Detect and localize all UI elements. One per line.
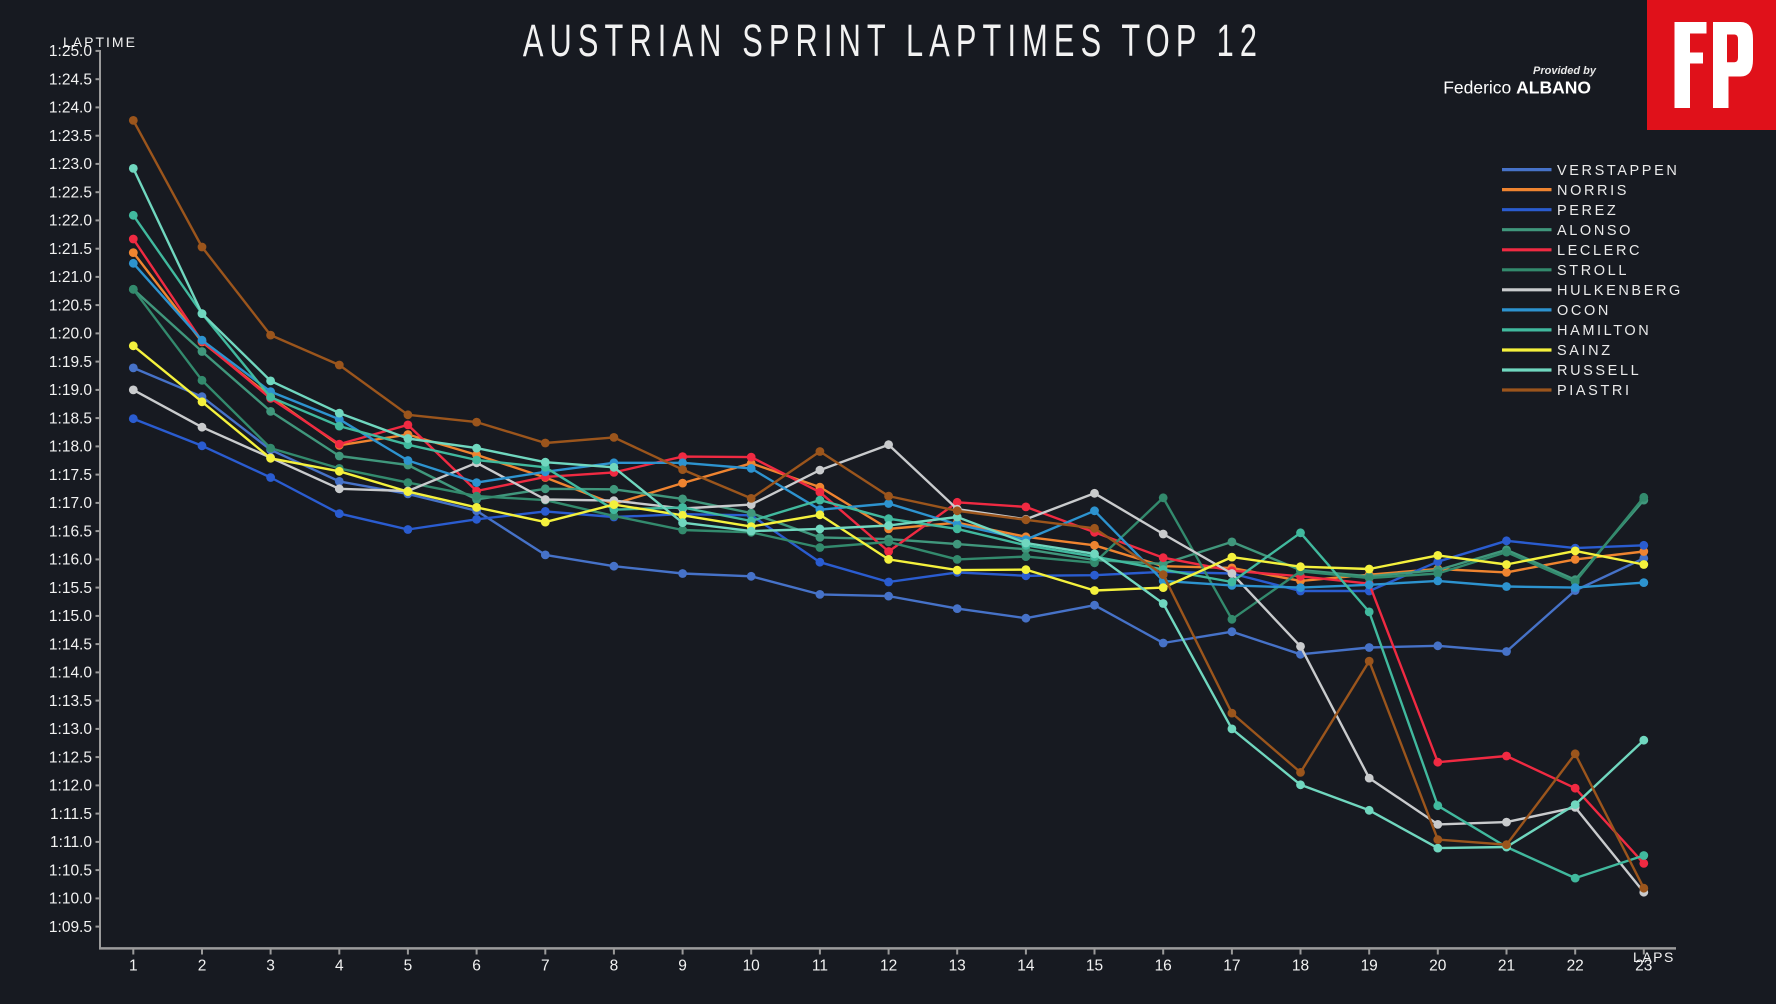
svg-text:23: 23 (1635, 958, 1652, 975)
svg-text:1:19.0: 1:19.0 (49, 382, 92, 399)
svg-text:1:17.0: 1:17.0 (49, 495, 92, 512)
svg-text:Provided by: Provided by (1533, 65, 1597, 77)
svg-text:1:14.5: 1:14.5 (49, 636, 92, 653)
svg-text:3: 3 (266, 958, 275, 975)
svg-text:1:18.0: 1:18.0 (49, 439, 92, 456)
svg-text:STROLL: STROLL (1557, 263, 1629, 279)
svg-text:1:17.5: 1:17.5 (49, 467, 92, 484)
svg-text:HAMILTON: HAMILTON (1557, 323, 1651, 339)
svg-text:PEREZ: PEREZ (1557, 203, 1618, 219)
svg-text:6: 6 (472, 958, 481, 975)
svg-text:11: 11 (812, 958, 828, 975)
svg-text:4: 4 (335, 958, 344, 975)
svg-text:VERSTAPPEN: VERSTAPPEN (1557, 163, 1679, 179)
svg-text:7: 7 (541, 958, 550, 975)
svg-text:SAINZ: SAINZ (1557, 343, 1613, 359)
svg-text:5: 5 (404, 958, 413, 975)
svg-text:1:18.5: 1:18.5 (49, 410, 92, 427)
svg-text:OCON: OCON (1557, 303, 1611, 319)
svg-text:16: 16 (1155, 958, 1172, 975)
svg-text:9: 9 (678, 958, 687, 975)
svg-text:2: 2 (198, 958, 207, 975)
svg-text:8: 8 (610, 958, 619, 975)
svg-text:1:23.5: 1:23.5 (49, 128, 92, 145)
svg-text:1:14.0: 1:14.0 (49, 665, 92, 682)
svg-text:18: 18 (1292, 958, 1309, 975)
svg-text:14: 14 (1017, 958, 1035, 975)
svg-text:1:09.5: 1:09.5 (49, 919, 92, 936)
svg-text:15: 15 (1086, 958, 1103, 975)
svg-text:1:22.0: 1:22.0 (49, 213, 92, 230)
svg-text:13: 13 (949, 958, 966, 975)
svg-text:21: 21 (1498, 958, 1515, 975)
svg-text:1:10.0: 1:10.0 (49, 891, 92, 908)
svg-text:10: 10 (743, 958, 761, 975)
svg-text:1:22.5: 1:22.5 (49, 185, 92, 202)
svg-text:1:13.5: 1:13.5 (49, 693, 92, 710)
svg-text:Federico ALBANO: Federico ALBANO (1443, 78, 1591, 98)
svg-text:12: 12 (880, 958, 897, 975)
svg-text:AUSTRIAN SPRINT LAPTIMES TOP 1: AUSTRIAN SPRINT LAPTIMES TOP 12 (523, 16, 1263, 66)
svg-text:1: 1 (129, 958, 138, 975)
svg-text:HULKENBERG: HULKENBERG (1557, 283, 1683, 299)
svg-text:1:24.5: 1:24.5 (49, 72, 92, 89)
svg-text:1:21.5: 1:21.5 (49, 241, 92, 258)
svg-text:1:13.0: 1:13.0 (49, 721, 92, 738)
svg-text:1:24.0: 1:24.0 (49, 100, 92, 117)
svg-text:PIASTRI: PIASTRI (1557, 383, 1632, 399)
svg-text:1:25.0: 1:25.0 (49, 43, 92, 60)
svg-text:1:15.5: 1:15.5 (49, 580, 92, 597)
svg-text:20: 20 (1429, 958, 1447, 975)
svg-text:LAPS: LAPS (1633, 949, 1675, 965)
svg-text:19: 19 (1361, 958, 1378, 975)
svg-text:1:12.5: 1:12.5 (49, 749, 92, 766)
svg-text:1:20.0: 1:20.0 (49, 326, 92, 343)
svg-text:1:16.0: 1:16.0 (49, 552, 92, 569)
svg-text:1:15.0: 1:15.0 (49, 608, 92, 625)
svg-text:RUSSELL: RUSSELL (1557, 363, 1641, 379)
svg-text:1:23.0: 1:23.0 (49, 156, 92, 173)
svg-text:1:11.5: 1:11.5 (50, 806, 92, 823)
svg-text:NORRIS: NORRIS (1557, 183, 1629, 199)
svg-text:ALONSO: ALONSO (1557, 223, 1633, 239)
svg-text:1:12.0: 1:12.0 (49, 778, 92, 795)
svg-text:1:11.0: 1:11.0 (50, 834, 92, 851)
svg-text:LECLERC: LECLERC (1557, 243, 1642, 259)
svg-text:22: 22 (1567, 958, 1584, 975)
svg-text:17: 17 (1223, 958, 1240, 975)
svg-text:1:19.5: 1:19.5 (49, 354, 92, 371)
svg-text:1:10.5: 1:10.5 (49, 862, 92, 879)
svg-text:1:21.0: 1:21.0 (49, 269, 92, 286)
svg-text:1:16.5: 1:16.5 (49, 523, 92, 540)
svg-text:1:20.5: 1:20.5 (49, 297, 92, 314)
svg-text:LAPTIME: LAPTIME (63, 34, 137, 50)
